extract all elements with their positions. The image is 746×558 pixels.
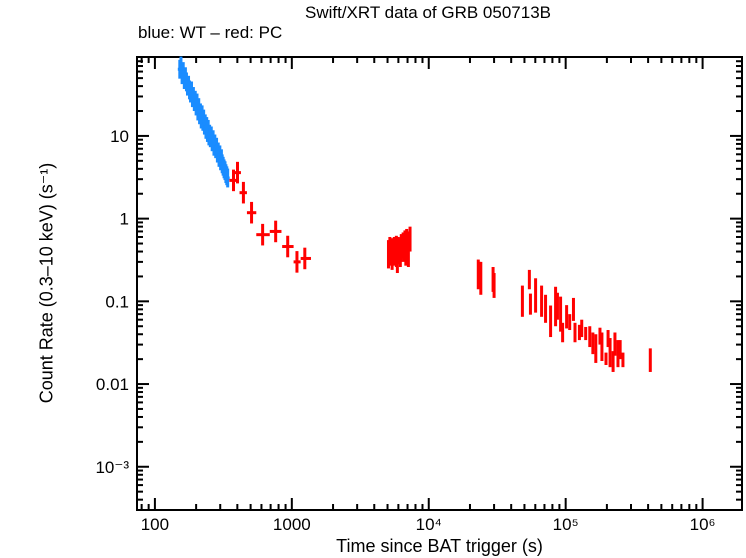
y-tick-label: 0.01	[96, 375, 129, 394]
x-tick-label: 100	[141, 515, 169, 534]
y-tick-label: 0.1	[105, 292, 129, 311]
y-tick-label: 10	[110, 127, 129, 146]
x-tick-label: 10⁵	[553, 515, 579, 534]
y-tick-label: 10⁻³	[95, 458, 129, 477]
x-axis-label: Time since BAT trigger (s)	[336, 536, 543, 556]
plot-frame	[136, 56, 743, 511]
x-tick-label: 10⁴	[416, 515, 442, 534]
chart-title: Swift/XRT data of GRB 050713B	[304, 3, 551, 22]
chart-subtitle: blue: WT – red: PC	[138, 23, 283, 42]
y-tick-label: 1	[120, 210, 129, 229]
x-tick-label: 10⁶	[690, 515, 716, 534]
x-tick-label: 1000	[273, 515, 311, 534]
